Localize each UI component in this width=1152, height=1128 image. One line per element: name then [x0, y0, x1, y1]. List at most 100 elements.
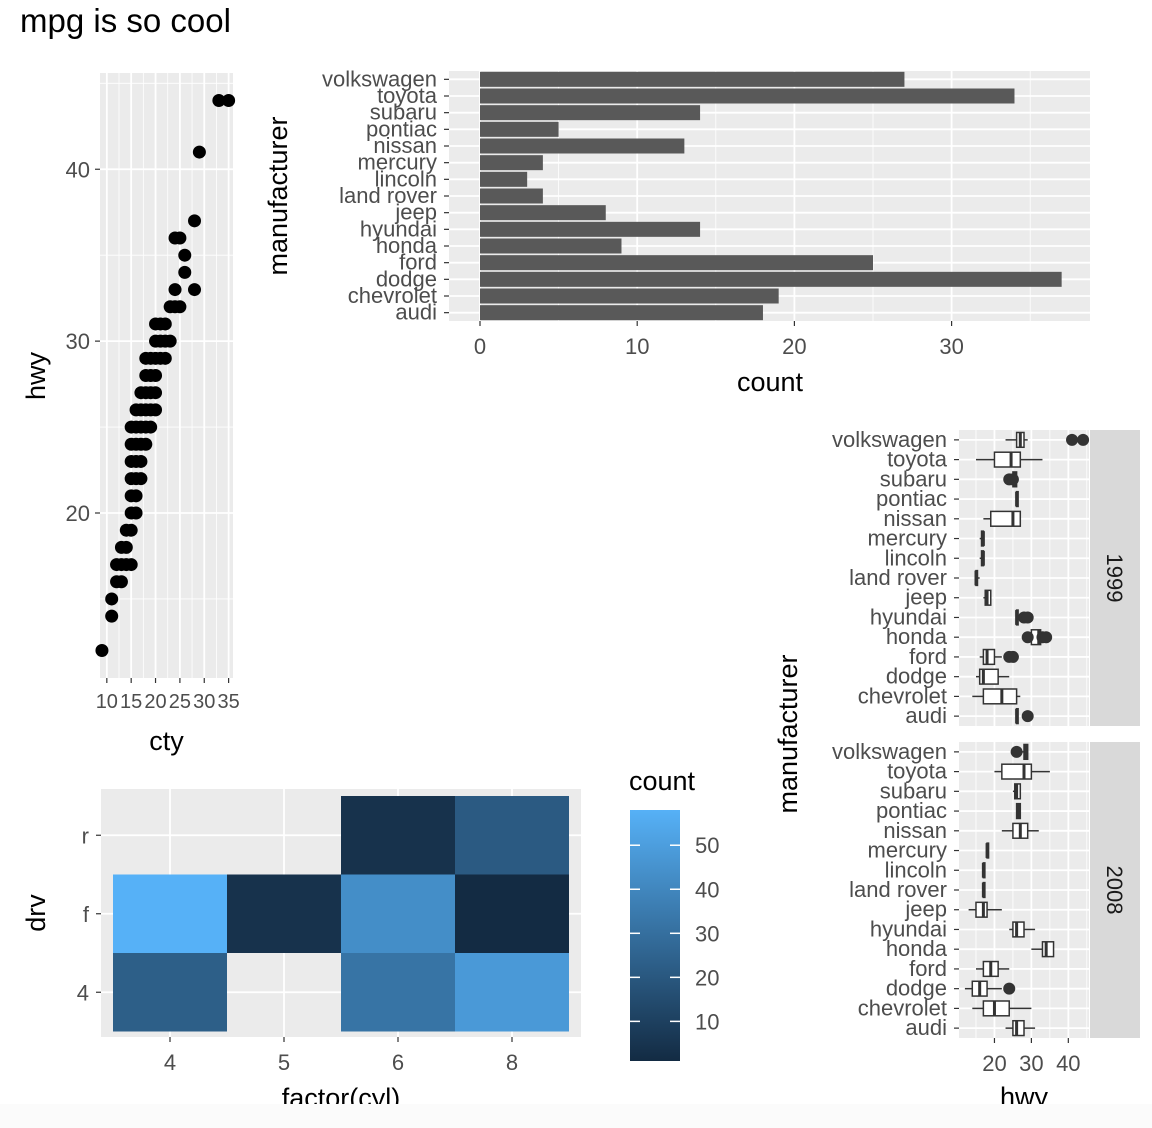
scatter-point: [173, 300, 187, 314]
x-tick-label: 35: [217, 691, 239, 713]
legend-colorbar: [630, 810, 680, 1061]
bar-pontiac: [480, 121, 559, 137]
bar-lincoln: [480, 171, 528, 187]
legend-tick-label: 50: [695, 833, 719, 858]
boxplot-land-rover: [981, 881, 986, 899]
y-tick-label: toyota: [377, 83, 438, 108]
bar-ford: [480, 255, 873, 271]
boxplot-ford: [975, 960, 1010, 978]
box-body: [982, 688, 1018, 705]
bar-hyundai: [480, 221, 701, 237]
x-axis-title: count: [737, 367, 804, 397]
x-axis-title: cty: [149, 726, 184, 756]
y-tick-label: chevrolet: [858, 995, 947, 1020]
bar-land-rover: [480, 188, 543, 204]
box-body: [1012, 1019, 1025, 1037]
boxplot-chevrolet: [972, 688, 1021, 705]
x-tick-label: 20: [982, 1051, 1006, 1076]
y-tick-label: volkswagen: [832, 427, 947, 452]
facet-strip: [1090, 742, 1140, 1038]
heatmap-cell-6-r: [341, 796, 455, 875]
y-tick-label: 30: [66, 329, 90, 354]
scatter-point: [114, 575, 128, 589]
y-tick-label: honda: [376, 233, 438, 258]
bottom-edge: [0, 1104, 1152, 1128]
scatter-point: [129, 489, 143, 503]
scatter-point: [134, 454, 148, 468]
x-tick-label: 10: [625, 334, 649, 359]
box-body: [982, 1000, 1010, 1017]
box-outlier: [1040, 631, 1053, 644]
scatter-point: [212, 94, 226, 107]
bar-volkswagen: [480, 71, 905, 87]
y-tick-label: lincoln: [375, 166, 437, 191]
heatmap-cell-6-f: [341, 874, 455, 953]
boxplot-mercury: [985, 842, 990, 859]
y-tick-label: chevrolet: [858, 683, 947, 708]
bar-nissan: [480, 138, 685, 154]
boxplot-chevrolet: [972, 1000, 1032, 1017]
bar-chart: volkswagentoyotasubarupontiacnissanmercu…: [263, 66, 1090, 397]
y-tick-label: subaru: [370, 100, 437, 125]
legend-tick-label: 30: [695, 921, 719, 946]
scatter-point: [129, 506, 143, 520]
y-tick-label: 40: [66, 157, 90, 182]
x-tick-label: 0: [474, 334, 486, 359]
scatter-point: [139, 437, 153, 451]
scatter-point: [149, 386, 163, 400]
scatter-point: [95, 644, 109, 657]
boxplot-volkswagen: [1010, 743, 1029, 761]
heatmap-cell-8-f: [455, 874, 569, 953]
bar-dodge: [480, 271, 1062, 287]
y-tick-label: pontiac: [876, 798, 947, 823]
y-tick-label: dodge: [886, 664, 947, 689]
box-body: [990, 510, 1022, 527]
boxplot-toyota: [975, 451, 1043, 468]
y-tick-label: lincoln: [885, 857, 947, 882]
y-tick-label: toyota: [887, 447, 948, 472]
x-tick-label: 20: [144, 691, 166, 713]
boxplot-hyundai: [1015, 609, 1034, 626]
y-axis-title: drv: [21, 894, 51, 932]
scatter-point: [158, 351, 172, 365]
facet-strip-label: 1999: [1102, 554, 1127, 603]
box-outlier: [1006, 650, 1019, 663]
y-tick-label: land rover: [339, 183, 437, 208]
y-tick-label: volkswagen: [322, 66, 437, 91]
y-tick-label: honda: [886, 624, 948, 649]
y-tick-label: 20: [66, 501, 90, 526]
boxplot-land-rover: [974, 569, 980, 587]
facet-panel-2008: volkswagentoyotasubarupontiacnissanmercu…: [832, 739, 1140, 1040]
scatter-point: [168, 283, 182, 297]
y-tick-label: ford: [399, 250, 437, 275]
x-tick-label: 15: [120, 691, 142, 713]
y-tick-label: subaru: [880, 466, 947, 491]
box-outlier: [1010, 745, 1023, 758]
heatmap-cell-4-4: [113, 953, 227, 1032]
bar-audi: [480, 305, 763, 321]
boxplot-volkswagen: [1005, 431, 1090, 449]
y-tick-label: nissan: [883, 506, 947, 531]
box-outlier: [1006, 473, 1019, 486]
y-tick-label: dodge: [376, 266, 437, 291]
boxplot-audi: [1015, 707, 1034, 725]
scatter-point: [124, 558, 138, 572]
box-body: [975, 901, 988, 918]
y-tick-label: r: [82, 823, 89, 848]
bar-toyota: [480, 88, 1015, 104]
boxplot-pontiac: [1015, 802, 1022, 820]
scatter-point: [178, 248, 192, 262]
x-tick-label: 8: [506, 1050, 518, 1075]
scatter-point: [119, 540, 133, 554]
box-body: [1001, 763, 1033, 780]
y-tick-label: lincoln: [885, 545, 947, 570]
y-tick-label: ford: [909, 956, 947, 981]
scatter-point: [144, 420, 158, 434]
y-tick-label: jeep: [904, 585, 947, 610]
boxplot-ford: [979, 648, 1019, 666]
scatter-point: [124, 523, 138, 537]
x-tick-label: 30: [939, 334, 963, 359]
